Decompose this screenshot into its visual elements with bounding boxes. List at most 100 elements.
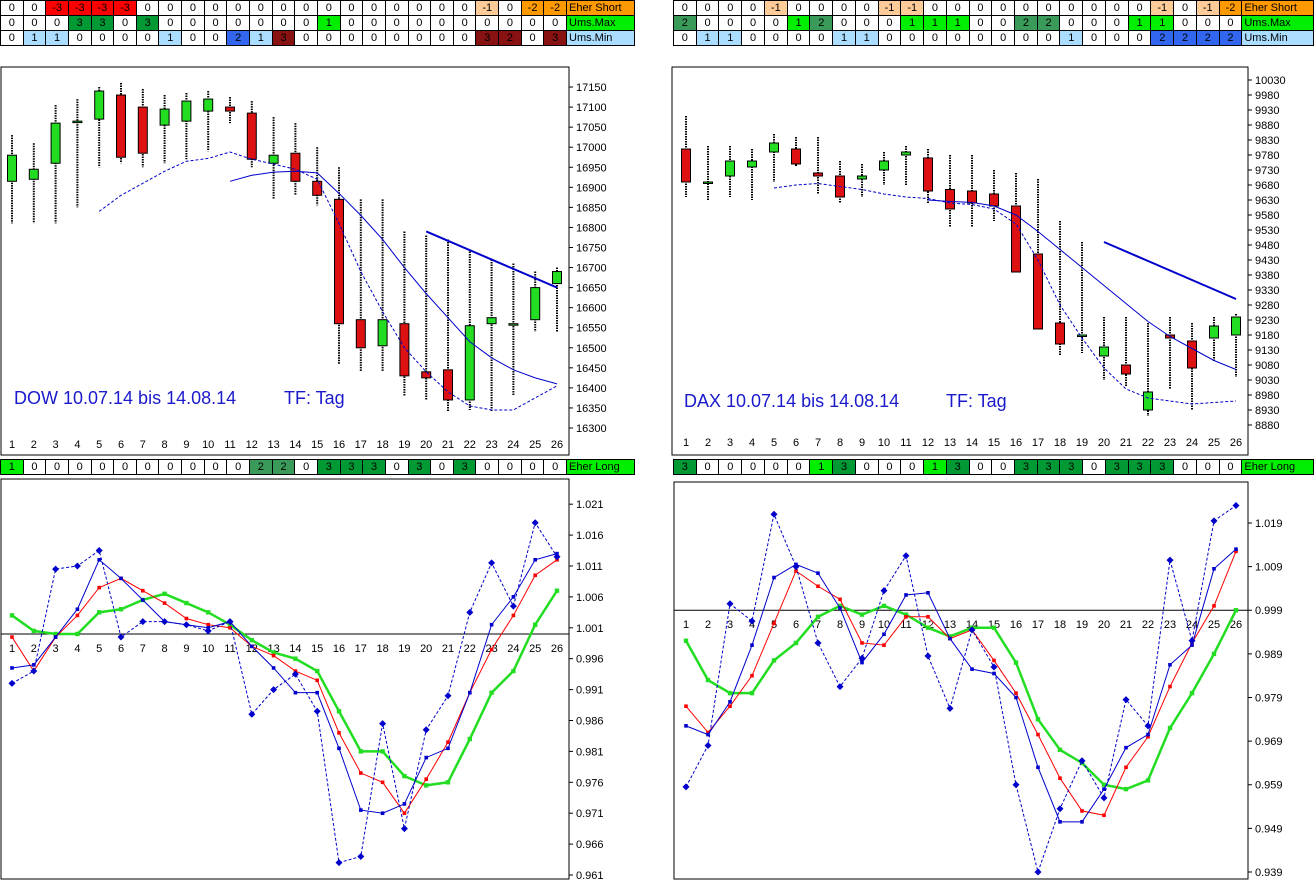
candle-body (312, 180, 323, 196)
signal-cell: 0 (294, 459, 318, 475)
candle-body (725, 160, 735, 177)
y-tick-label: 0.979 (1255, 692, 1283, 704)
y-tick-label: 9130 (1255, 345, 1279, 357)
series-point (990, 663, 998, 671)
series-point (293, 656, 298, 661)
signal-cell: 0 (430, 459, 454, 475)
signal-cell: 2 (809, 15, 834, 31)
y-tick-label: 1.021 (576, 499, 604, 511)
signal-cell: 1 (45, 30, 69, 46)
signal-cell: 0 (763, 459, 788, 475)
series-point (466, 608, 474, 616)
signal-cell: -1 (1150, 0, 1175, 16)
y-tick-label: 0.966 (576, 839, 604, 851)
signal-cell: 0 (1082, 0, 1106, 16)
x-tick-label: 19 (1076, 619, 1088, 631)
series-point (838, 606, 842, 610)
signal-cell: 3 (543, 30, 568, 46)
series-point (992, 671, 996, 676)
series-point (1123, 786, 1129, 792)
signal-cell: 0 (877, 30, 902, 46)
x-tick-label: 8 (837, 437, 843, 449)
series-point (748, 617, 756, 625)
series-point (380, 811, 385, 815)
series-point (489, 622, 494, 627)
x-tick-label: 3 (727, 619, 733, 631)
y-tick-label: 9980 (1255, 90, 1279, 102)
y-tick-label: 0.981 (576, 746, 604, 758)
signal-cell: 0 (407, 0, 432, 16)
candle-body (508, 323, 519, 326)
candle-body (246, 112, 257, 160)
x-tick-label: 22 (1142, 619, 1154, 631)
series-point (815, 614, 821, 619)
signal-cell: 0 (1195, 459, 1220, 475)
signal-cell: 0 (384, 15, 409, 31)
x-tick-label: 5 (96, 643, 102, 655)
signal-cell: 0 (673, 0, 697, 16)
series-point (533, 573, 537, 578)
candle-body (377, 319, 388, 347)
signal-cell: 0 (923, 0, 947, 16)
signal-cell: 0 (1104, 0, 1129, 16)
series-point (991, 625, 997, 630)
y-tick-label: 17150 (576, 82, 607, 94)
x-tick-label: 1 (683, 437, 689, 449)
series-point (904, 593, 908, 597)
signal-cell: 1 (0, 459, 24, 475)
signal-cell: 0 (0, 30, 24, 46)
signal-cell: 2 (673, 15, 697, 31)
x-tick-label: 13 (944, 619, 956, 631)
signal-cell: 0 (695, 459, 720, 475)
x-tick-label: 5 (771, 619, 777, 631)
series-point (772, 621, 776, 626)
signal-cell: 0 (1036, 30, 1061, 46)
candle-body (1099, 346, 1109, 357)
y-tick-label: 1.011 (576, 561, 603, 573)
series-point (684, 704, 688, 709)
x-tick-label: 23 (485, 439, 497, 451)
series-point (511, 668, 516, 674)
y-tick-label: 0.959 (1255, 780, 1283, 792)
signal-cell: 3 (475, 30, 500, 46)
candle-body (268, 154, 279, 164)
signal-cell: 3 (1150, 459, 1175, 475)
x-tick-label: 20 (1098, 619, 1110, 631)
signal-cell: 0 (786, 459, 811, 475)
signal-cell: 0 (877, 15, 902, 31)
signal-cell: 0 (1173, 0, 1197, 16)
candle-body (94, 90, 105, 120)
y-tick-label: 8930 (1255, 405, 1279, 417)
signal-cell: 0 (452, 0, 477, 16)
signal-cell: 2 (1150, 30, 1175, 46)
candle-body (1121, 364, 1131, 375)
moving-average-line (773, 182, 1237, 405)
signal-row: 0 0 -3 -3 -3 -3 0 0 0 0 0 0 0 0 0 0 0 0 0 0 0 -1 0 -2 -2 Eher Sho… (0, 0, 635, 16)
series-point (792, 563, 800, 571)
signal-cell: -3 (113, 0, 137, 16)
y-tick-label: 16850 (576, 202, 607, 214)
series-point (424, 777, 428, 782)
signal-cell: 0 (294, 30, 318, 46)
signal-cell: -1 (475, 0, 500, 16)
series-point (511, 595, 516, 599)
candle-body (552, 271, 562, 285)
signal-cell: 0 (786, 0, 811, 16)
y-tick-label: 0.949 (1255, 823, 1283, 835)
signal-cell: 3 (1104, 459, 1129, 475)
signal-cell: 0 (203, 15, 228, 31)
x-tick-label: 19 (398, 643, 410, 655)
signal-cell: 3 (1014, 459, 1038, 475)
signal-row-label: Ums.Max (566, 15, 635, 31)
left-long-table: 1 0 0 0 0 0 0 0 0 0 0 2 2 0 3 3 3 0 3 0 3 0 0 0 0 Eher Long (0, 459, 635, 475)
candle-body (1077, 334, 1087, 337)
signal-cell: -1 (763, 0, 788, 16)
x-tick-label: 14 (966, 437, 978, 449)
signal-cell: 0 (339, 15, 364, 31)
signal-cell: 0 (135, 459, 160, 475)
candle-body (225, 106, 235, 112)
moving-average-line (1103, 241, 1237, 300)
x-tick-label: 5 (96, 439, 102, 451)
series-point (1145, 778, 1151, 783)
signal-cell: 1 (249, 30, 273, 46)
